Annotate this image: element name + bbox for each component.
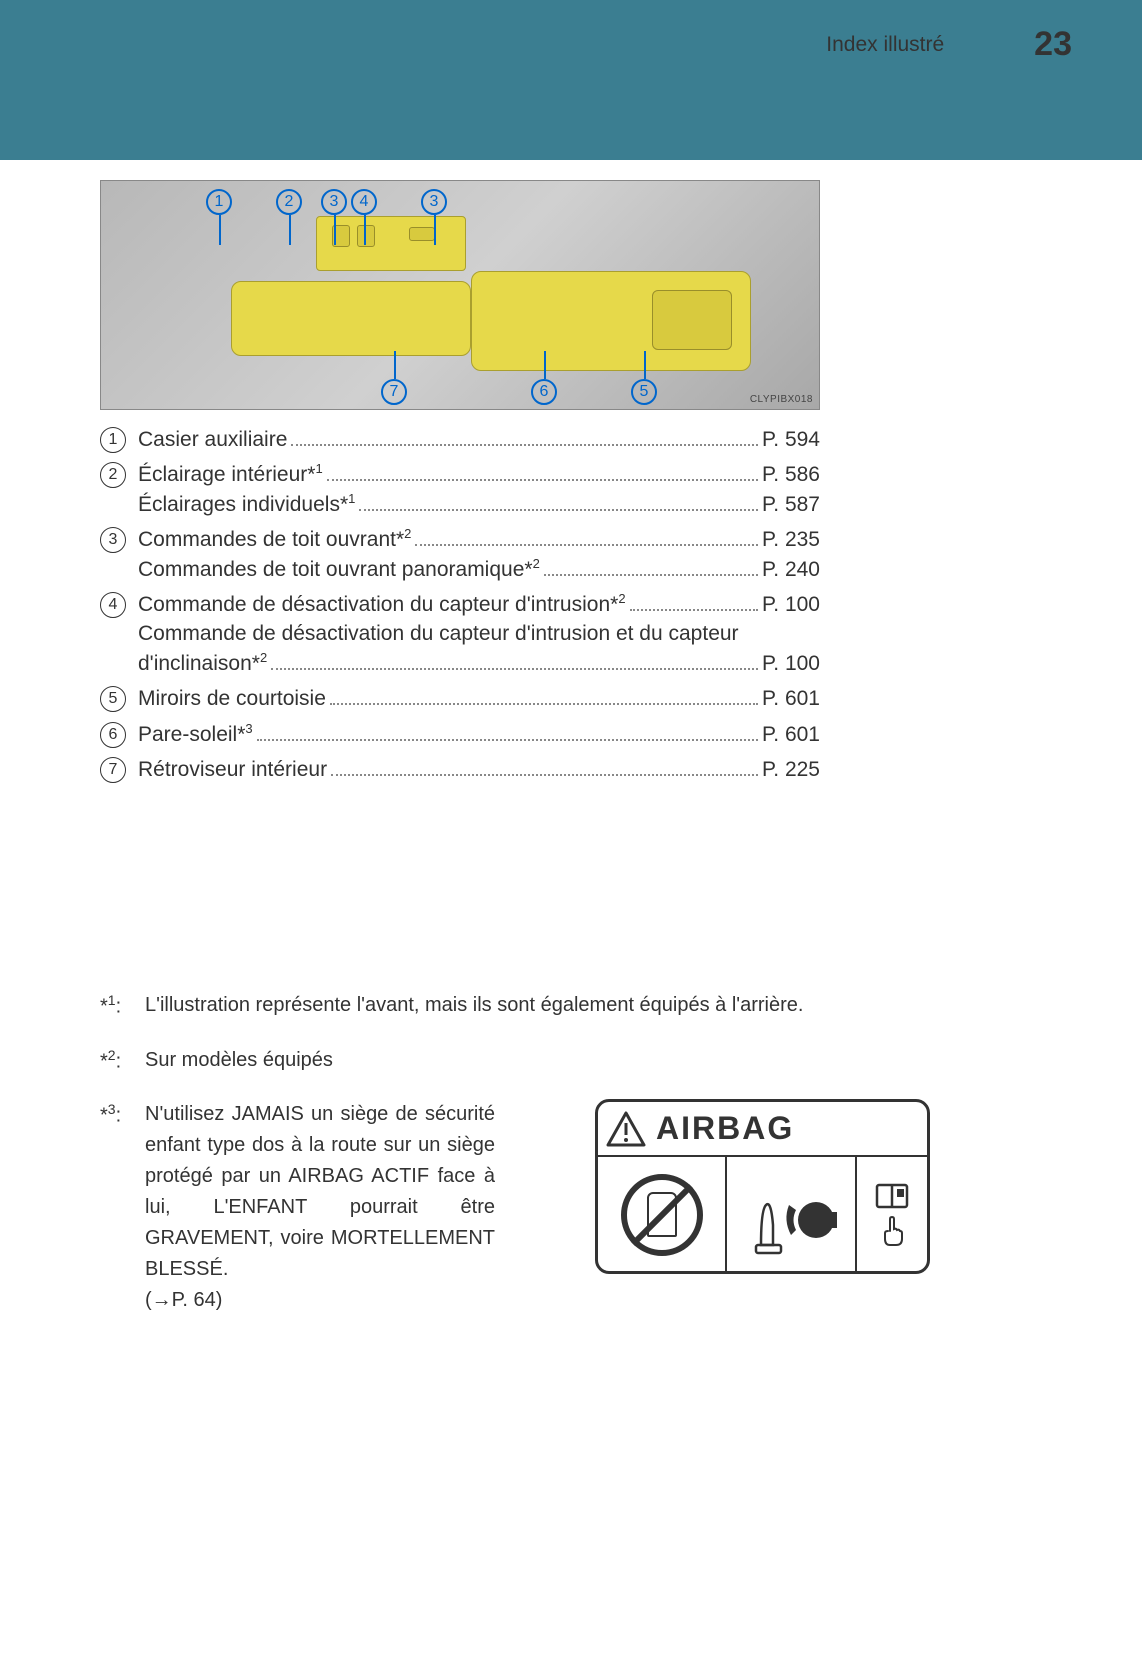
footnotes: *1: L'illustration représente l'avant, m… xyxy=(100,990,930,1338)
airbag-title: AIRBAG xyxy=(656,1104,794,1154)
page-header: Index illustré 23 xyxy=(0,0,1142,160)
item-number: 3 xyxy=(100,527,126,553)
footnote-3: *3: N'utilisez JAMAIS un siège de sécuri… xyxy=(100,1099,930,1316)
illustration-callout: 2 xyxy=(276,189,302,215)
item-label: Éclairages individuels*1 xyxy=(138,490,355,519)
section-title: Index illustré xyxy=(826,33,944,57)
sun-visor-right-highlight xyxy=(471,271,751,371)
manual-reference-icon xyxy=(857,1157,927,1272)
sun-visor-left-highlight xyxy=(231,281,471,356)
item-page-ref: P. 235 xyxy=(762,525,820,554)
item-number: 6 xyxy=(100,722,126,748)
item-label: Rétroviseur intérieur xyxy=(138,755,327,784)
vanity-mirror xyxy=(652,290,732,350)
ceiling-illustration: 12343 765 CLYPIBX018 xyxy=(100,180,820,410)
item-label: d'inclinaison*2 xyxy=(138,649,267,678)
warning-triangle-icon xyxy=(606,1111,646,1147)
illustration-callout: 3 xyxy=(421,189,447,215)
item-page-ref: P. 594 xyxy=(762,425,820,454)
item-page-ref: P. 240 xyxy=(762,555,820,584)
illustration-callout: 5 xyxy=(631,379,657,405)
page-number: 23 xyxy=(1034,25,1072,64)
item-number: 1 xyxy=(100,427,126,453)
airbag-deploy-icon xyxy=(727,1157,856,1272)
illustration-callout: 7 xyxy=(381,379,407,405)
item-label: Commandes de toit ouvrant*2 xyxy=(138,525,411,554)
item-page-ref: P. 100 xyxy=(762,590,820,619)
item-page-ref: P. 587 xyxy=(762,490,820,519)
index-item: 1 Casier auxiliaire P. 594 xyxy=(100,425,820,454)
item-number: 4 xyxy=(100,592,126,618)
item-number: 7 xyxy=(100,757,126,783)
console-button xyxy=(409,227,435,241)
index-item: 7 Rétroviseur intérieur P. 225 xyxy=(100,755,820,784)
item-label: Commandes de toit ouvrant panoramique*2 xyxy=(138,555,540,584)
item-label: Commande de désactivation du capteur d'i… xyxy=(138,619,820,648)
item-page-ref: P. 601 xyxy=(762,720,820,749)
illustration-callout: 6 xyxy=(531,379,557,405)
item-label: Éclairage intérieur*1 xyxy=(138,460,323,489)
item-page-ref: P. 586 xyxy=(762,460,820,489)
index-item: 5 Miroirs de courtoisie P. 601 xyxy=(100,684,820,713)
airbag-warning-label: AIRBAG xyxy=(595,1099,930,1274)
illustration-callout: 3 xyxy=(321,189,347,215)
illustration-code: CLYPIBX018 xyxy=(750,394,813,405)
index-list: 1 Casier auxiliaire P. 594 2 Éclairage intér… xyxy=(100,425,820,784)
item-label: Miroirs de courtoisie xyxy=(138,684,326,713)
console-button xyxy=(357,225,375,247)
item-number: 2 xyxy=(100,462,126,488)
item-label: Casier auxiliaire xyxy=(138,425,287,454)
item-label: Commande de désactivation du capteur d'i… xyxy=(138,590,626,619)
hand-point-icon xyxy=(880,1215,904,1247)
book-icon xyxy=(875,1183,909,1209)
illustration-callout: 4 xyxy=(351,189,377,215)
illustration-callout: 1 xyxy=(206,189,232,215)
index-item: 3 Commandes de toit ouvrant*2 P. 235 Comman… xyxy=(100,525,820,584)
item-page-ref: P. 601 xyxy=(762,684,820,713)
index-item: 4 Commande de désactivation du capteur d'… xyxy=(100,590,820,678)
prohibit-child-seat-icon xyxy=(598,1157,727,1272)
page-content: 12343 765 CLYPIBX018 1Casier auxiliaireP… xyxy=(0,160,1142,784)
footnote-1: *1: L'illustration représente l'avant, m… xyxy=(100,990,930,1023)
item-number: 5 xyxy=(100,686,126,712)
index-item: 6 Pare-soleil*3 P. 601 xyxy=(100,720,820,749)
item-page-ref: P. 100 xyxy=(762,649,820,678)
item-page-ref: P. 225 xyxy=(762,755,820,784)
overhead-console-highlight xyxy=(316,216,466,271)
index-item: 2 Éclairage intérieur*1 P. 586 Éclairages i… xyxy=(100,460,820,519)
footnote-2: *2: Sur modèles équipés xyxy=(100,1045,930,1078)
item-label: Pare-soleil*3 xyxy=(138,720,253,749)
